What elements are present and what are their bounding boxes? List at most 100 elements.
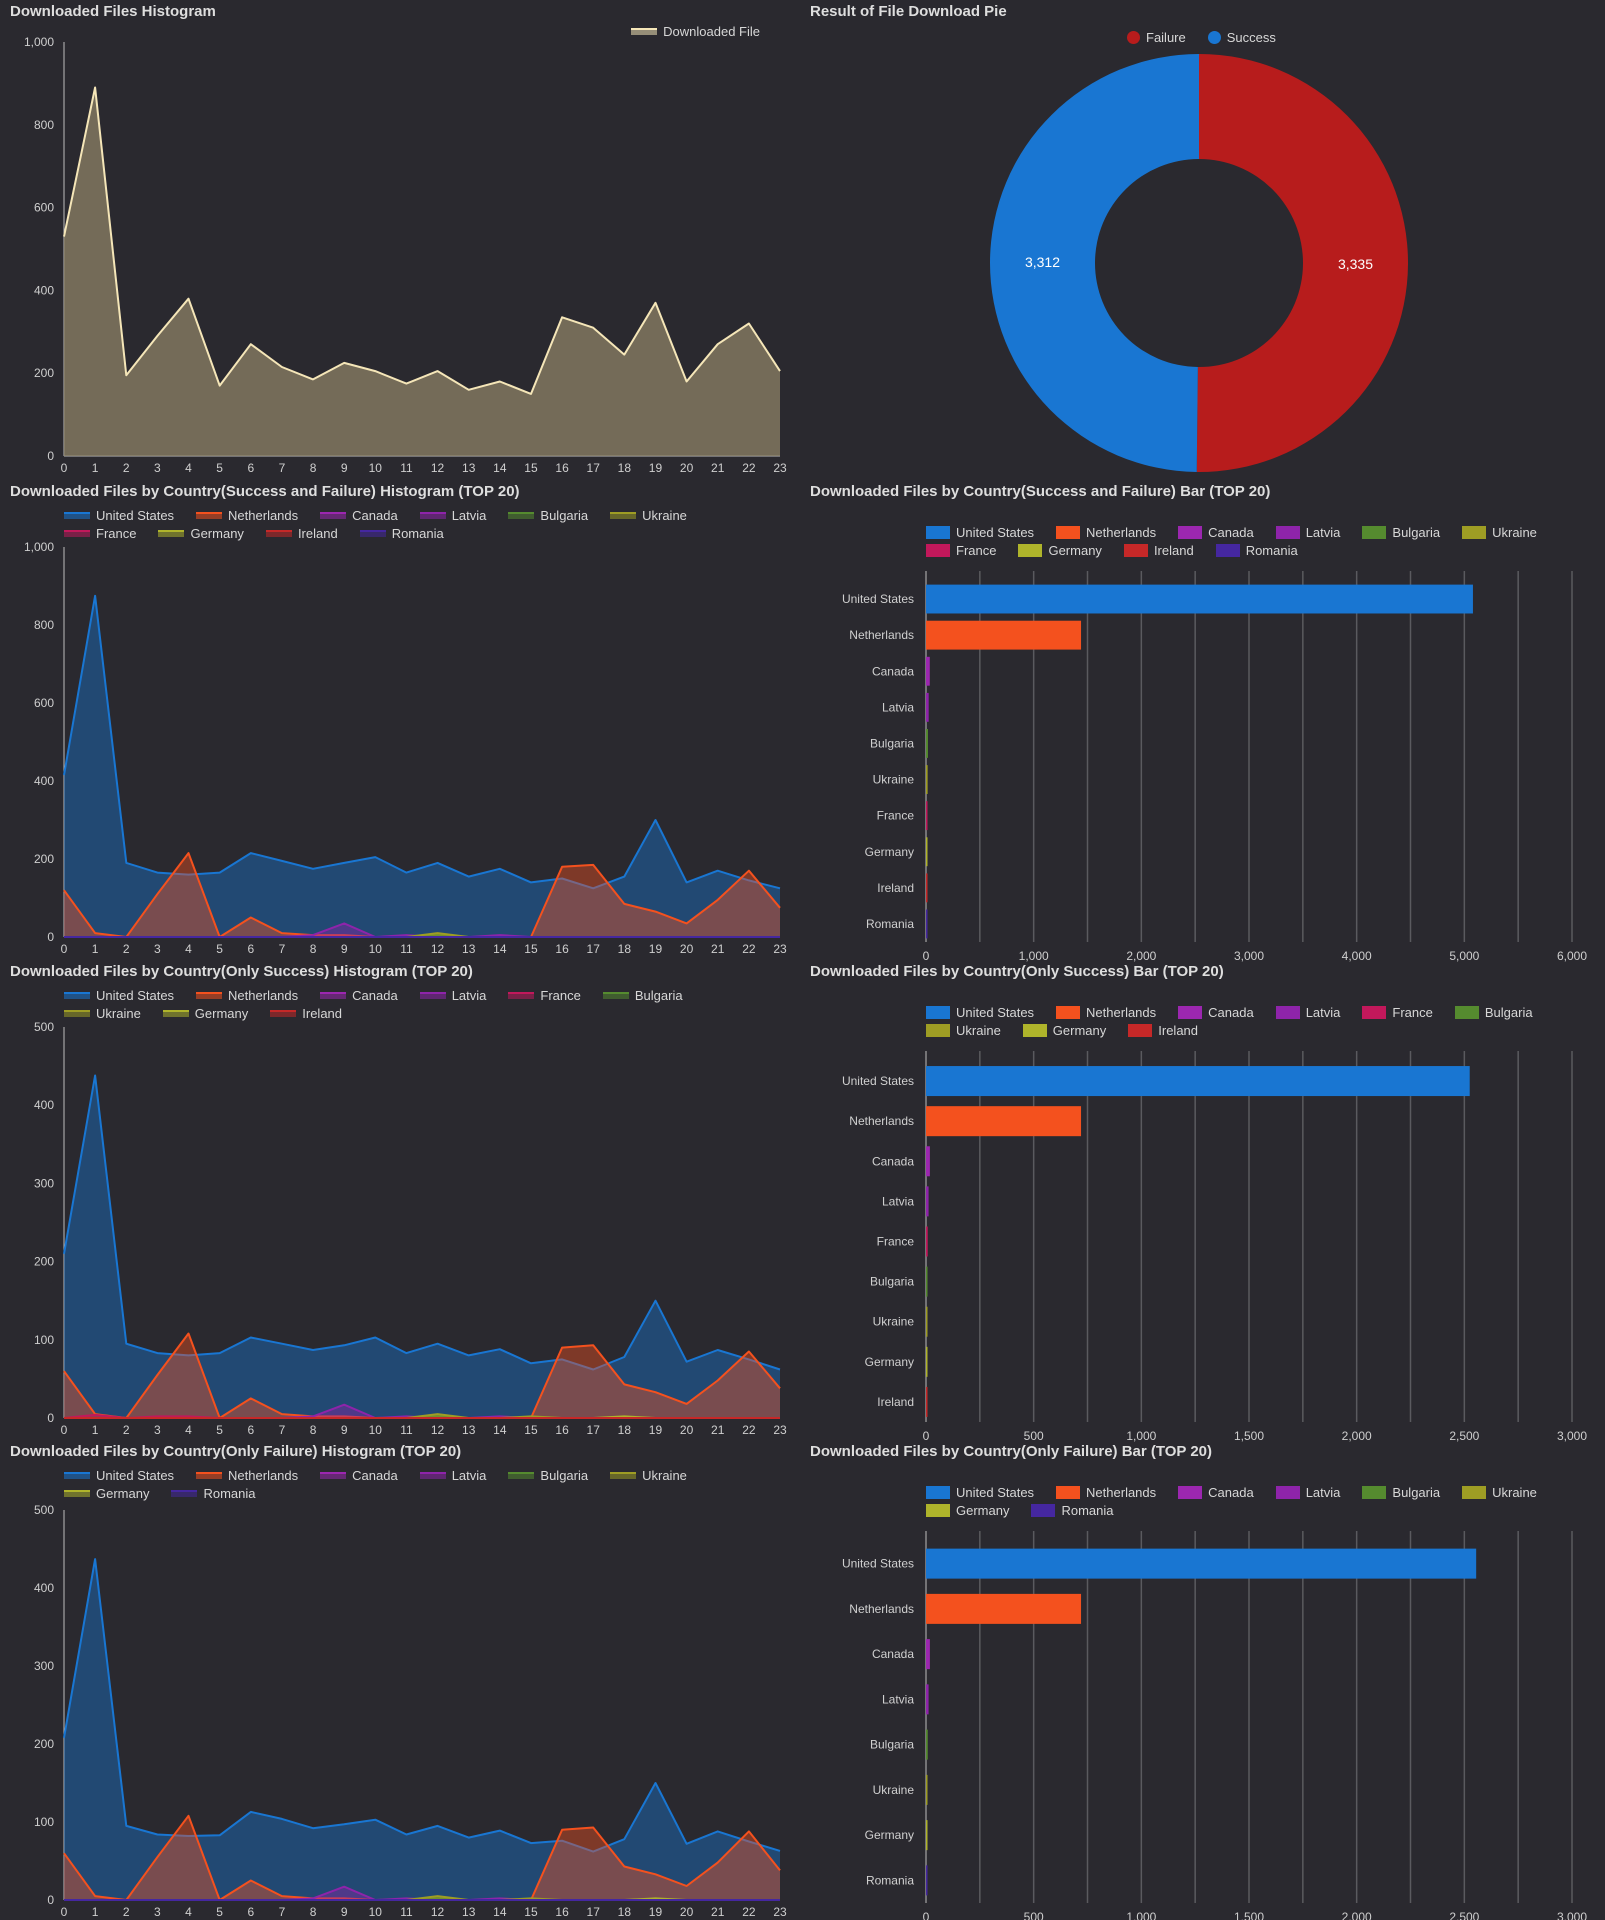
x-tick-label: 2: [123, 1423, 130, 1437]
legend-item-united-states[interactable]: United States: [64, 1466, 174, 1484]
legend-item-romania[interactable]: Romania: [359, 524, 444, 542]
legend-item-bulgaria[interactable]: Bulgaria: [602, 986, 683, 1004]
bar-france[interactable]: [926, 801, 928, 831]
legend-item-romania[interactable]: Romania: [1215, 541, 1298, 559]
legend-label: France: [96, 525, 137, 541]
pie-slice-success[interactable]: [990, 54, 1199, 472]
series-line-downloaded-file[interactable]: [63, 86, 781, 395]
legend-item-united-states[interactable]: United States: [926, 1003, 1034, 1021]
legend-item-bulgaria[interactable]: Bulgaria: [1362, 1483, 1440, 1501]
bar-netherlands[interactable]: [926, 620, 1082, 650]
legend-item-united-states[interactable]: United States: [926, 523, 1034, 541]
bar-ukraine[interactable]: [926, 1306, 928, 1337]
bar-netherlands[interactable]: [926, 1593, 1082, 1624]
x-tick-label: 4: [185, 1423, 192, 1437]
legend-item-romania[interactable]: Romania: [1031, 1501, 1114, 1519]
legend-item-ireland[interactable]: Ireland: [270, 1004, 342, 1022]
legend-item-germany[interactable]: Germany: [162, 1004, 248, 1022]
x-tick-label: 19: [649, 1423, 663, 1437]
legend-item-canada[interactable]: Canada: [320, 1466, 398, 1484]
legend-item-ukraine[interactable]: Ukraine: [610, 506, 687, 524]
legend-item-latvia[interactable]: Latvia: [1275, 1483, 1340, 1501]
legend-item-canada[interactable]: Canada: [1178, 1483, 1254, 1501]
bar-latvia[interactable]: [926, 1186, 929, 1217]
legend-label: Latvia: [451, 987, 487, 1003]
x-tick-label: 14: [493, 461, 507, 475]
legend-item-france[interactable]: France: [926, 541, 996, 559]
legend-swatch: [926, 1023, 950, 1037]
legend-item-ireland[interactable]: Ireland: [1123, 541, 1194, 559]
bar-france[interactable]: [926, 1226, 928, 1257]
legend-item-latvia[interactable]: Latvia: [419, 1466, 486, 1484]
x-tick-label: 4: [185, 461, 192, 475]
legend-item-united-states[interactable]: United States: [64, 506, 174, 524]
legend-item-latvia[interactable]: Latvia: [1275, 1003, 1340, 1021]
legend-item-latvia[interactable]: Latvia: [419, 506, 486, 524]
bar-netherlands[interactable]: [926, 1106, 1082, 1137]
legend-item-bulgaria[interactable]: Bulgaria: [1454, 1003, 1533, 1021]
bar-germany[interactable]: [926, 837, 928, 867]
bar-ukraine[interactable]: [926, 1774, 928, 1805]
legend-item-ireland[interactable]: Ireland: [1128, 1021, 1198, 1039]
legend-item-united-states[interactable]: United States: [64, 986, 174, 1004]
legend-item-ukraine[interactable]: Ukraine: [64, 1004, 141, 1022]
legend-item-ukraine[interactable]: Ukraine: [926, 1021, 1001, 1039]
bar-bulgaria[interactable]: [926, 729, 928, 758]
legend-item-netherlands[interactable]: Netherlands: [1056, 1003, 1156, 1021]
bar-ireland[interactable]: [926, 873, 928, 903]
bar-ukraine[interactable]: [926, 765, 928, 794]
bar-romania[interactable]: [926, 909, 928, 939]
bar-canada[interactable]: [926, 656, 930, 686]
legend-item-canada[interactable]: Canada: [1178, 1003, 1254, 1021]
legend-item-canada[interactable]: Canada: [320, 506, 398, 524]
legend-item-bulgaria[interactable]: Bulgaria: [508, 506, 588, 524]
bar-bulgaria[interactable]: [926, 1266, 928, 1297]
y-tick-label: 500: [34, 1020, 54, 1034]
series-line-united-states[interactable]: [63, 1558, 781, 1853]
legend-item-united-states[interactable]: United States: [926, 1483, 1034, 1501]
series-line-united-states[interactable]: [63, 1074, 781, 1371]
legend-item-france[interactable]: France: [64, 524, 136, 542]
legend-item-success[interactable]: Success: [1207, 28, 1276, 46]
legend-item-ukraine[interactable]: Ukraine: [1462, 1483, 1537, 1501]
legend-item-netherlands[interactable]: Netherlands: [196, 506, 298, 524]
legend-item-ireland[interactable]: Ireland: [265, 524, 338, 542]
legend-item-bulgaria[interactable]: Bulgaria: [508, 1466, 588, 1484]
legend-item-germany[interactable]: Germany: [926, 1501, 1009, 1519]
bar-latvia[interactable]: [926, 1684, 929, 1715]
legend-item-netherlands[interactable]: Netherlands: [1056, 1483, 1156, 1501]
pie-slice-failure[interactable]: [1196, 53, 1409, 473]
series-line-united-states[interactable]: [63, 594, 781, 890]
bar-latvia[interactable]: [926, 692, 929, 722]
x-tick-label: 21: [711, 461, 725, 475]
bar-united-states[interactable]: [926, 1548, 1477, 1579]
legend-item-netherlands[interactable]: Netherlands: [196, 986, 298, 1004]
legend-item-germany[interactable]: Germany: [1022, 1021, 1106, 1039]
bar-ireland[interactable]: [926, 1386, 928, 1417]
legend-item-france[interactable]: France: [508, 986, 581, 1004]
legend-item-ukraine[interactable]: Ukraine: [610, 1466, 687, 1484]
legend-item-bulgaria[interactable]: Bulgaria: [1362, 523, 1440, 541]
bar-bulgaria[interactable]: [926, 1729, 928, 1760]
legend-item-france[interactable]: France: [1362, 1003, 1433, 1021]
bar-united-states[interactable]: [926, 584, 1473, 614]
legend-item-ukraine[interactable]: Ukraine: [1462, 523, 1537, 541]
bar-romania[interactable]: [926, 1865, 928, 1896]
legend-item-germany[interactable]: Germany: [1018, 541, 1102, 559]
legend-item-netherlands[interactable]: Netherlands: [196, 1466, 298, 1484]
bar-germany[interactable]: [926, 1346, 928, 1377]
bar-germany[interactable]: [926, 1820, 928, 1851]
bar-united-states[interactable]: [926, 1066, 1470, 1097]
legend-item-canada[interactable]: Canada: [320, 986, 398, 1004]
legend-item-canada[interactable]: Canada: [1178, 523, 1254, 541]
bar-canada[interactable]: [926, 1639, 930, 1670]
legend-item-latvia[interactable]: Latvia: [419, 986, 487, 1004]
legend-item-germany[interactable]: Germany: [64, 1484, 149, 1502]
legend-item-downloaded-file[interactable]: Downloaded File: [631, 22, 760, 40]
bar-canada[interactable]: [926, 1146, 930, 1177]
legend-item-latvia[interactable]: Latvia: [1275, 523, 1340, 541]
legend-item-germany[interactable]: Germany: [158, 524, 244, 542]
legend-item-failure[interactable]: Failure: [1127, 28, 1186, 46]
legend-item-romania[interactable]: Romania: [171, 1484, 256, 1502]
legend-item-netherlands[interactable]: Netherlands: [1056, 523, 1156, 541]
